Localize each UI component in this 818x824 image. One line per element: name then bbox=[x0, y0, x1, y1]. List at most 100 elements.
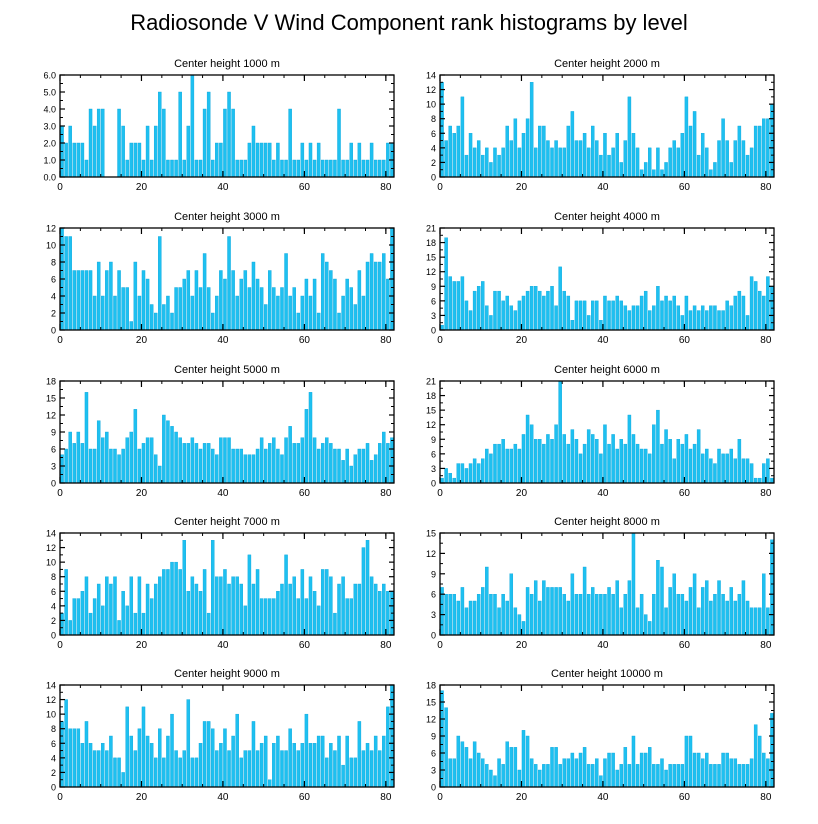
histogram-bar bbox=[481, 458, 485, 484]
histogram-bar bbox=[158, 576, 162, 636]
histogram-bar bbox=[729, 162, 733, 178]
histogram-bar bbox=[145, 735, 150, 788]
histogram-bar bbox=[357, 448, 362, 484]
histogram-bar bbox=[595, 594, 599, 636]
histogram-bar bbox=[243, 750, 248, 788]
histogram-bar bbox=[648, 747, 652, 788]
histogram-bar bbox=[158, 236, 162, 331]
histogram-bar bbox=[386, 142, 390, 178]
histogram-bar bbox=[149, 437, 154, 484]
histogram-bar bbox=[566, 125, 571, 178]
histogram-bar bbox=[713, 162, 717, 178]
y-tick-label: 4.0 bbox=[43, 105, 56, 115]
histogram-bar bbox=[304, 409, 309, 484]
histogram-bar bbox=[652, 594, 656, 636]
histogram-bar bbox=[276, 735, 280, 788]
histogram-bar bbox=[320, 569, 325, 636]
histogram-bar bbox=[198, 287, 203, 331]
histogram-bar bbox=[80, 743, 85, 788]
histogram-bar bbox=[745, 600, 750, 636]
histogram-bar bbox=[639, 594, 644, 636]
histogram-bar bbox=[521, 295, 526, 331]
histogram-bar bbox=[329, 159, 333, 178]
histogram-bar bbox=[517, 769, 522, 788]
histogram-bar bbox=[762, 295, 766, 331]
histogram-bar bbox=[80, 443, 85, 484]
histogram-bar bbox=[357, 270, 362, 331]
histogram-bar bbox=[509, 448, 514, 484]
histogram-bar bbox=[288, 583, 292, 636]
x-tick-label: 0 bbox=[437, 182, 443, 193]
histogram-bar bbox=[627, 96, 632, 178]
histogram-bar bbox=[648, 453, 652, 484]
histogram-bar bbox=[758, 607, 762, 636]
y-tick-label: 15 bbox=[426, 406, 436, 416]
histogram-bar bbox=[84, 270, 89, 331]
histogram-bar bbox=[591, 125, 595, 178]
y-tick-label: 0 bbox=[51, 783, 56, 793]
histogram-bar bbox=[373, 261, 378, 331]
histogram-bar bbox=[729, 305, 733, 331]
histogram-bar bbox=[554, 305, 558, 331]
histogram-bar bbox=[517, 448, 522, 484]
histogram-bar bbox=[211, 159, 215, 178]
histogram-bar bbox=[284, 554, 288, 636]
histogram-bar bbox=[255, 278, 260, 331]
x-tick-label: 20 bbox=[516, 182, 528, 193]
histogram-bar bbox=[529, 594, 534, 636]
histogram-bar bbox=[60, 721, 64, 788]
histogram-bar bbox=[456, 735, 461, 788]
histogram-bar bbox=[546, 290, 550, 331]
histogram-bar bbox=[472, 741, 477, 788]
histogram-bar bbox=[550, 286, 554, 331]
histogram-bar bbox=[607, 587, 611, 636]
histogram-bar bbox=[92, 125, 97, 178]
histogram-bar bbox=[611, 752, 615, 788]
histogram-bar bbox=[308, 392, 313, 484]
histogram-bar bbox=[170, 159, 174, 178]
histogram-bar bbox=[652, 764, 656, 788]
histogram-bar bbox=[105, 270, 109, 331]
histogram-bar bbox=[349, 142, 353, 178]
histogram-bar bbox=[762, 573, 766, 636]
histogram-bar bbox=[259, 142, 264, 178]
histogram-bar bbox=[284, 253, 288, 331]
histogram-bar bbox=[149, 159, 154, 178]
histogram-bar bbox=[668, 439, 672, 484]
histogram-bar bbox=[472, 290, 477, 331]
histogram-bar bbox=[76, 728, 81, 788]
histogram-bar bbox=[603, 424, 607, 484]
histogram-panel: Center height 5000 m 0 20 40 60 80 0 3 6 9 12 15 18 bbox=[46, 364, 395, 499]
histogram-bar bbox=[272, 287, 276, 331]
histogram-bar bbox=[72, 598, 76, 636]
histogram-bar bbox=[60, 454, 64, 484]
histogram-bar bbox=[117, 454, 121, 484]
histogram-bar bbox=[570, 111, 575, 178]
histogram-bar bbox=[369, 576, 374, 636]
histogram-bar bbox=[243, 270, 248, 331]
histogram-bar bbox=[643, 162, 648, 178]
histogram-bar bbox=[737, 439, 742, 484]
histogram-bar bbox=[582, 566, 587, 636]
histogram-bar bbox=[349, 598, 353, 636]
y-tick-label: 6 bbox=[51, 275, 56, 285]
x-tick-label: 80 bbox=[760, 182, 772, 193]
y-tick-label: 2.0 bbox=[43, 139, 56, 149]
y-tick-label: 21 bbox=[426, 224, 436, 234]
histogram-bar bbox=[762, 752, 766, 788]
histogram-bar bbox=[745, 458, 750, 484]
histogram-bar bbox=[529, 82, 534, 178]
histogram-bar bbox=[211, 448, 215, 484]
histogram-bar bbox=[345, 448, 349, 484]
histogram-bar bbox=[284, 437, 288, 484]
histogram-bar bbox=[713, 463, 717, 484]
histogram-bar bbox=[741, 458, 746, 484]
x-tick-label: 80 bbox=[760, 792, 772, 803]
histogram-bar bbox=[578, 453, 583, 484]
histogram-bar bbox=[72, 728, 76, 788]
x-tick-label: 40 bbox=[217, 335, 229, 346]
panel-title: Center height 4000 m bbox=[554, 211, 660, 223]
histogram-bar bbox=[325, 569, 329, 636]
x-tick-label: 40 bbox=[217, 792, 229, 803]
histogram-bar bbox=[227, 437, 231, 484]
